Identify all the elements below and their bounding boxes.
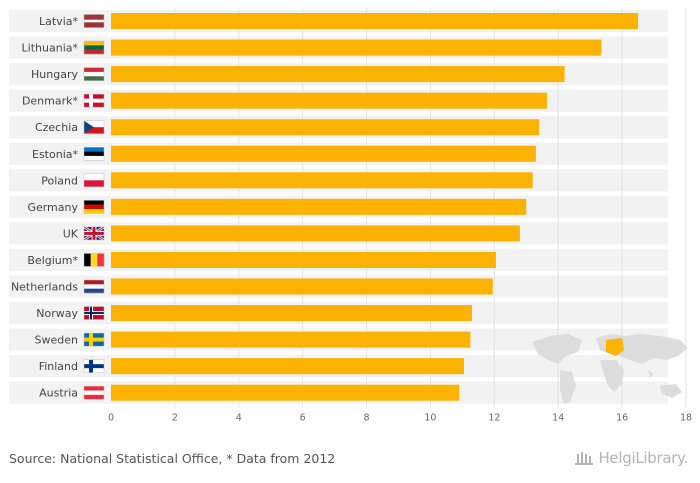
x-tick-label: 2 bbox=[172, 413, 178, 424]
germany-flag-icon bbox=[83, 200, 105, 214]
bar[interactable] bbox=[111, 305, 472, 322]
category-label: Denmark* bbox=[22, 95, 79, 108]
category-label: Belgium* bbox=[27, 254, 78, 267]
belgium-flag-icon bbox=[83, 253, 105, 267]
x-tick-label: 10 bbox=[424, 413, 436, 424]
x-tick-label: 14 bbox=[552, 413, 564, 424]
x-tick-label: 6 bbox=[300, 413, 306, 424]
bar[interactable] bbox=[111, 384, 460, 401]
category-label: Austria bbox=[39, 387, 78, 400]
uk-flag-icon bbox=[83, 225, 105, 241]
category-label: Norway bbox=[36, 307, 78, 320]
x-tick-label: 8 bbox=[364, 413, 370, 424]
helgi-library-logo[interactable]: HelgiLibrary. bbox=[574, 449, 688, 467]
flag-icons bbox=[83, 14, 105, 400]
bar[interactable] bbox=[111, 13, 639, 29]
bar[interactable] bbox=[111, 198, 527, 215]
hungary-flag-icon bbox=[83, 67, 105, 81]
latvia-flag-icon bbox=[83, 14, 105, 28]
finland-flag-icon bbox=[83, 359, 105, 373]
x-tick-label: 18 bbox=[680, 413, 692, 424]
czechia-flag-icon bbox=[83, 120, 105, 134]
bar[interactable] bbox=[111, 251, 496, 268]
x-tick-label: 16 bbox=[616, 413, 628, 424]
bar[interactable] bbox=[111, 145, 536, 162]
category-label: Lithuania* bbox=[22, 42, 79, 55]
bar[interactable] bbox=[111, 358, 464, 375]
bar[interactable] bbox=[111, 66, 565, 83]
logo-text: HelgiLibrary. bbox=[598, 449, 688, 467]
bar[interactable] bbox=[111, 39, 602, 56]
bar-chart: Latvia* Lithuania* Hungary Denmark* Czechia E… bbox=[9, 8, 692, 424]
sweden-flag-icon bbox=[83, 332, 105, 347]
category-label: Hungary bbox=[31, 68, 78, 81]
netherlands-flag-icon bbox=[83, 279, 105, 294]
bar[interactable] bbox=[111, 331, 471, 348]
x-tick-label: 0 bbox=[108, 413, 114, 424]
category-label: Poland bbox=[41, 174, 78, 187]
bar[interactable] bbox=[111, 119, 540, 136]
category-label: Latvia* bbox=[39, 15, 78, 28]
poland-flag-icon bbox=[83, 173, 105, 188]
source-note: Source: National Statistical Office, * D… bbox=[9, 451, 336, 466]
austria-flag-icon bbox=[83, 385, 105, 400]
lithuania-flag-icon bbox=[83, 40, 105, 55]
category-label: Estonia* bbox=[32, 148, 78, 161]
bar[interactable] bbox=[111, 172, 533, 189]
denmark-flag-icon bbox=[83, 93, 105, 108]
category-label: Finland bbox=[39, 360, 78, 373]
library-icon bbox=[575, 452, 594, 465]
bar[interactable] bbox=[111, 92, 548, 109]
x-tick-label: 12 bbox=[488, 413, 500, 424]
category-labels: Latvia* Lithuania* Hungary Denmark* Czechia E… bbox=[11, 15, 79, 400]
bars bbox=[111, 13, 639, 401]
category-label: UK bbox=[63, 227, 79, 240]
category-label: Germany bbox=[27, 201, 78, 214]
bar[interactable] bbox=[111, 278, 493, 295]
category-label: Czechia bbox=[35, 121, 78, 134]
estonia-flag-icon bbox=[83, 147, 105, 161]
bar[interactable] bbox=[111, 225, 520, 242]
x-axis-ticks: 0 2 4 6 8 10 12 14 16 18 bbox=[108, 413, 692, 424]
world-map-icon bbox=[532, 334, 688, 404]
x-tick-label: 4 bbox=[236, 413, 242, 424]
norway-flag-icon bbox=[83, 306, 105, 320]
category-label: Sweden bbox=[35, 334, 78, 347]
category-label: Netherlands bbox=[11, 281, 78, 294]
